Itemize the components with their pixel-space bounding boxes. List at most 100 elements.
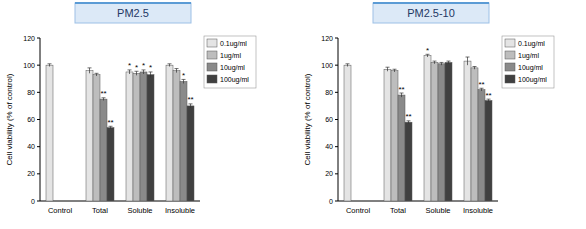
error-bar [95, 73, 99, 76]
error-bar [48, 64, 52, 67]
error-cap [142, 69, 146, 70]
bar [180, 81, 187, 201]
legend-label: 10ug/ml [220, 64, 245, 72]
y-tick [335, 201, 338, 202]
error-cap [102, 97, 106, 98]
error-line [169, 64, 170, 67]
bar [431, 62, 438, 201]
error-line [434, 61, 435, 64]
error-line [143, 70, 144, 74]
error-bar [142, 70, 146, 74]
error-cap [393, 69, 397, 70]
y-tick-label: 60 [27, 116, 35, 123]
x-tick-label: Control [346, 206, 371, 215]
error-cap [168, 63, 172, 64]
error-cap [407, 120, 411, 121]
bar [485, 100, 492, 201]
error-line [481, 88, 482, 91]
figure: PM2.5Cell viability (% of control)020406… [0, 0, 586, 229]
error-cap [440, 62, 444, 63]
error-cap [447, 61, 451, 62]
bar [140, 72, 147, 201]
y-axis-label: Cell viability (% of control) [5, 73, 14, 165]
error-line [408, 121, 409, 124]
error-bar [440, 62, 444, 65]
legend-swatch [505, 63, 515, 71]
panel: PM2.5-10Cell viability (% of control)020… [303, 3, 554, 215]
panel: PM2.5Cell viability (% of control)020406… [5, 3, 256, 215]
error-cap [466, 57, 470, 58]
legend-swatch [505, 51, 515, 59]
legend-label: 0.1ug/ml [518, 40, 545, 48]
legend-swatch [207, 63, 217, 71]
bar [464, 61, 471, 201]
error-line [110, 126, 111, 129]
error-cap [480, 88, 484, 89]
y-tick [37, 119, 40, 120]
y-tick-label: 80 [27, 89, 35, 96]
error-cap [109, 126, 113, 127]
error-line [183, 79, 184, 83]
title: PM2.5 [117, 7, 149, 19]
bar [133, 73, 140, 201]
bars [46, 64, 194, 201]
error-line [347, 64, 348, 67]
significance: * [182, 71, 185, 80]
bar [107, 128, 114, 201]
bar [126, 72, 133, 201]
error-bar [447, 61, 451, 64]
y-tick [37, 38, 40, 39]
bar [445, 62, 452, 201]
error-line [150, 72, 151, 77]
error-cap [95, 73, 99, 74]
x-tick-label: Soluble [425, 206, 450, 215]
x-tick-label: Total [92, 206, 108, 215]
error-bar [393, 69, 397, 72]
legend-swatch [505, 39, 515, 47]
error-cap [426, 54, 430, 55]
error-bar [426, 54, 430, 57]
error-bar [175, 69, 179, 73]
error-bar [346, 64, 350, 67]
error-line [467, 57, 468, 65]
error-cap [386, 67, 390, 68]
y-tick [335, 38, 338, 39]
legend-box [502, 36, 554, 88]
y-tick-label: 40 [27, 143, 35, 150]
bar [187, 106, 194, 201]
y-tick [37, 173, 40, 174]
y-tick [335, 119, 338, 120]
error-bar [407, 121, 411, 124]
bar [438, 64, 445, 201]
significance: * [128, 61, 131, 70]
legend-label: 100ug/ml [518, 76, 547, 84]
bar [471, 68, 478, 201]
bar [100, 99, 107, 201]
legend-label: 0.1ug/ml [220, 40, 247, 48]
error-line [427, 54, 428, 57]
y-tick [335, 92, 338, 93]
y-tick-label: 20 [27, 170, 35, 177]
significance: * [142, 61, 145, 70]
y-tick [37, 146, 40, 147]
significance: * [149, 63, 152, 72]
y-tick [37, 201, 40, 202]
bar [391, 71, 398, 201]
error-line [441, 62, 442, 65]
error-cap [135, 71, 139, 72]
error-bar [88, 68, 92, 73]
y-tick [335, 173, 338, 174]
significance: ** [187, 95, 193, 104]
x-tick-label: Insoluble [463, 206, 493, 215]
error-cap [473, 66, 477, 67]
error-line [394, 69, 395, 72]
legend-swatch [207, 75, 217, 83]
y-tick-label: 120 [23, 35, 35, 42]
error-bar [189, 104, 193, 108]
legend-label: 100ug/ml [220, 76, 249, 84]
error-cap [400, 93, 404, 94]
y-tick [37, 65, 40, 66]
error-bar [433, 61, 437, 64]
significance: ** [405, 112, 411, 121]
error-bar [400, 93, 404, 97]
